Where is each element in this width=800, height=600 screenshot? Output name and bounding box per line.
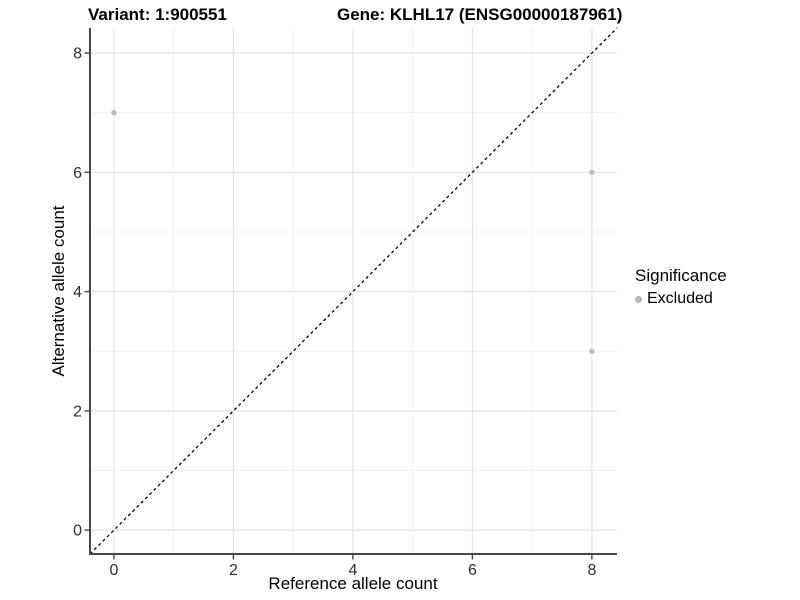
y-axis-label: Alternative allele count	[49, 205, 68, 377]
plot-title-gene: Gene: KLHL17 (ENSG00000187961)	[337, 5, 623, 24]
legend-title: Significance	[635, 266, 727, 285]
y-tick-label: 4	[73, 284, 82, 301]
y-tick-label: 0	[73, 523, 82, 540]
legend: Significance Excluded	[633, 266, 727, 308]
y-tick-label: 6	[73, 165, 82, 182]
legend-item-excluded: Excluded	[633, 290, 727, 308]
identity-reference-line	[89, 27, 618, 555]
data-point	[111, 109, 117, 116]
x-tick-label: 2	[229, 562, 238, 579]
data-point	[589, 348, 595, 354]
plot-title-variant: Variant: 1:900551	[88, 5, 227, 24]
y-tick-label: 2	[73, 403, 82, 420]
x-tick-label: 0	[109, 562, 118, 579]
data-point	[589, 169, 595, 176]
x-tick-label: 4	[348, 562, 357, 579]
x-axis-label: Reference allele count	[268, 574, 438, 593]
x-tick-label: 6	[468, 562, 477, 579]
y-tick-label: 8	[73, 46, 82, 63]
x-tick-label: 8	[587, 562, 596, 579]
legend-item-label: Excluded	[647, 290, 713, 307]
legend-key-dot-icon	[635, 295, 642, 303]
